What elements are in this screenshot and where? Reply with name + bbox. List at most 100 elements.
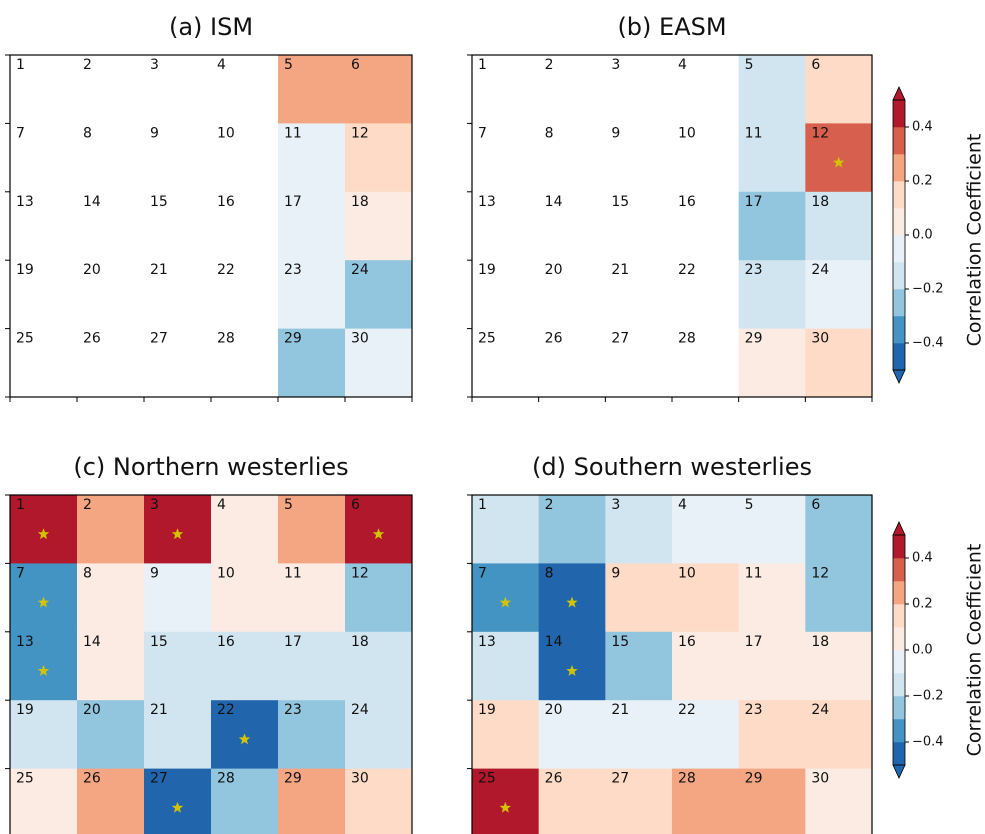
cell-label: 12 [351,565,369,581]
heatmap-cell [605,563,673,633]
heatmap-cell [144,700,212,770]
significance-star [171,801,184,813]
cell-label: 25 [16,331,34,347]
heatmap-cell [805,768,873,834]
cell-label: 18 [811,634,829,650]
heatmap-cell [77,563,145,633]
cell-label: 6 [811,497,820,513]
cell-label: 20 [83,262,101,278]
cell-label: 10 [678,125,696,141]
cell-label: 26 [83,771,101,787]
cell-label: 24 [811,262,829,278]
cell-label: 29 [745,771,763,787]
colorbar-tick-label: −0.4 [912,336,944,351]
colorbar-bin [893,343,905,371]
cell-label: 13 [478,194,496,210]
cell-label: 29 [284,331,302,347]
cell-label: 27 [150,331,168,347]
colorbar-bin [893,719,905,743]
cell-label: 21 [611,702,629,718]
cell-label: 24 [351,702,369,718]
colorbar-tick-label: 0.4 [912,120,933,135]
heatmap-cell [278,495,346,564]
heatmap-cell [211,768,279,834]
panel-title: (d) Southern westerlies [532,453,812,481]
cell-label: 19 [16,702,34,718]
colorbar-bin [893,127,905,155]
heatmap-cell [538,700,606,770]
colorbar-bin [893,154,905,182]
cell-label: 11 [284,125,302,141]
cell-label: 7 [16,565,25,581]
significance-star [238,733,251,745]
cell-label: 9 [611,125,620,141]
cell-label: 5 [745,57,754,73]
cell-label: 20 [83,702,101,718]
panel-title: (b) EASM [617,13,726,41]
cell-label: 21 [150,262,168,278]
heatmap-cell [672,700,740,770]
heatmap-cell [144,768,212,834]
heatmap-cell [10,700,78,770]
cell-label: 5 [284,57,293,73]
cell-label: 24 [351,262,369,278]
heatmap-cell [672,495,740,564]
colorbar-tick-label: −0.2 [912,689,944,704]
cell-label: 22 [217,702,235,718]
cell-label: 13 [478,634,496,650]
heatmap-cell [538,768,606,834]
heatmap-cell [278,328,346,398]
heatmap-cell [672,563,740,633]
cell-label: 14 [83,194,101,210]
heatmap-cell [345,260,413,330]
heatmap-cell [472,631,540,701]
significance-star [171,528,184,540]
cell-label: 4 [678,497,687,513]
cell-label: 17 [284,194,302,210]
significance-star [37,596,50,608]
heatmap-cell [738,563,806,633]
colorbar-tick-label: 0.2 [912,597,933,612]
cell-label: 29 [745,331,763,347]
colorbar-tick-label: −0.4 [912,735,944,750]
colorbar-tick-label: 0.0 [912,643,933,658]
cell-label: 1 [478,57,487,73]
heatmap-cell [211,631,279,701]
cell-label: 15 [150,634,168,650]
heatmap-cell [805,328,873,398]
cell-label: 12 [811,125,829,141]
cell-label: 11 [745,565,763,581]
cell-label: 4 [678,57,687,73]
heatmap-cell [738,123,806,193]
cell-label: 24 [811,702,829,718]
cell-label: 12 [811,565,829,581]
cell-label: 14 [545,194,563,210]
cell-label: 10 [217,565,235,581]
colorbar-bin [893,316,905,344]
panel-title: (a) ISM [169,13,253,41]
cell-label: 30 [351,331,369,347]
cell-label: 7 [478,125,487,141]
colorbar-bin [893,289,905,317]
cell-label: 20 [545,702,563,718]
heatmap-cell [278,563,346,633]
heatmap-cell [345,123,413,193]
colorbar-extend [892,86,906,101]
significance-star [37,528,50,540]
colorbar-bin [893,604,905,628]
cell-label: 28 [217,771,235,787]
heatmap-cell [345,700,413,770]
heatmap-cell [211,495,279,564]
cell-label: 8 [83,565,92,581]
cell-label: 19 [16,262,34,278]
heatmap-cell [278,260,346,330]
cell-label: 16 [217,634,235,650]
heatmap-cell [472,495,540,564]
cell-label: 26 [545,331,563,347]
heatmap-cell [672,631,740,701]
cell-label: 25 [478,331,496,347]
colorbar-extend [892,521,906,536]
cell-label: 23 [745,702,763,718]
colorbar-tick-label: 0.0 [912,228,933,243]
